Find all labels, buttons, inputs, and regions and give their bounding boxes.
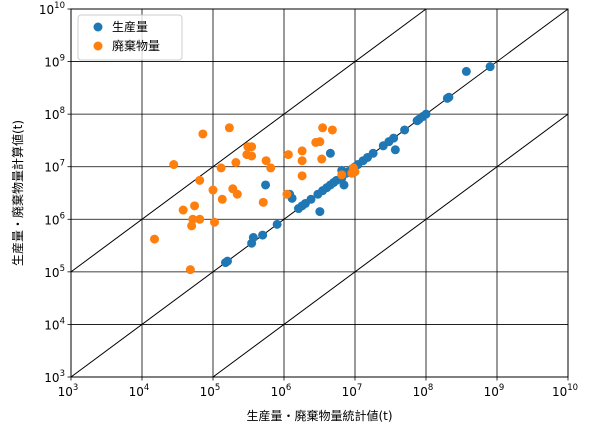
data-point xyxy=(185,265,195,275)
data-point xyxy=(315,207,325,217)
data-point xyxy=(216,163,226,173)
reference-line xyxy=(212,113,569,378)
y-axis-label: 生産量・廃棄物量計算値(t) xyxy=(10,120,25,266)
data-point xyxy=(325,148,335,158)
data-point xyxy=(258,197,268,207)
data-point xyxy=(248,233,258,243)
y-tick-label: 1010 xyxy=(39,1,65,17)
x-tick-label: 1010 xyxy=(552,383,578,399)
data-points xyxy=(150,62,495,275)
data-point xyxy=(169,160,179,170)
data-point xyxy=(231,158,241,168)
data-point xyxy=(210,217,220,227)
x-tick-label: 106 xyxy=(271,383,292,399)
data-point xyxy=(485,62,495,72)
data-point xyxy=(339,180,349,190)
axis-ticks: 103 104 105 106 107 108 109 1010 103 104 105 106 107… xyxy=(39,1,578,399)
legend-marker-waste xyxy=(93,41,103,51)
y-tick-label: 104 xyxy=(44,316,65,332)
reference-line xyxy=(70,8,427,273)
x-tick-label: 107 xyxy=(342,383,363,399)
x-tick-label: 109 xyxy=(484,383,505,399)
data-point xyxy=(224,123,234,133)
legend-label-production: 生産量 xyxy=(112,19,148,34)
data-point xyxy=(297,156,307,166)
grid xyxy=(70,8,569,378)
legend-label-waste: 廃棄物量 xyxy=(112,38,160,53)
data-point xyxy=(297,146,307,156)
data-point xyxy=(222,256,232,266)
data-point xyxy=(217,194,227,204)
data-point xyxy=(368,148,378,158)
legend-marker-production xyxy=(93,22,103,32)
data-point xyxy=(247,151,257,161)
y-tick-label: 103 xyxy=(44,369,65,385)
data-point xyxy=(247,142,257,152)
data-point xyxy=(208,185,218,195)
x-tick-label: 108 xyxy=(413,383,434,399)
x-axis-label: 生産量・廃棄物量統計値(t) xyxy=(246,408,392,423)
legend-box xyxy=(77,14,183,61)
data-point xyxy=(337,170,347,180)
data-point xyxy=(390,145,400,155)
y-tick-label: 105 xyxy=(44,264,65,280)
data-point xyxy=(261,156,271,166)
data-point xyxy=(317,154,327,164)
x-tick-label: 105 xyxy=(200,383,221,399)
data-point xyxy=(261,180,271,190)
data-point xyxy=(178,205,188,215)
data-point xyxy=(444,92,454,102)
data-point xyxy=(188,214,198,224)
data-point xyxy=(258,230,268,240)
legend: 生産量 廃棄物量 xyxy=(77,14,183,61)
data-point xyxy=(195,175,205,185)
data-point xyxy=(150,234,160,244)
y-tick-label: 106 xyxy=(44,211,65,227)
data-point xyxy=(421,109,431,119)
data-point xyxy=(318,123,328,133)
y-tick-label: 108 xyxy=(44,106,65,122)
data-point xyxy=(190,201,200,211)
data-point xyxy=(350,167,360,177)
data-point xyxy=(266,163,276,173)
data-point xyxy=(195,214,205,224)
data-point xyxy=(306,194,316,204)
data-point xyxy=(297,171,307,181)
data-point xyxy=(198,129,208,139)
data-point xyxy=(400,125,410,135)
data-point xyxy=(272,219,282,229)
y-tick-label: 107 xyxy=(44,159,65,175)
data-point xyxy=(232,189,242,199)
data-point xyxy=(315,137,325,147)
x-tick-label: 103 xyxy=(58,383,79,399)
data-point xyxy=(461,66,471,76)
plot-area-frame xyxy=(70,8,569,378)
y-tick-label: 109 xyxy=(44,54,65,70)
data-point xyxy=(327,125,337,135)
data-point xyxy=(389,133,399,143)
data-point xyxy=(282,189,292,199)
x-tick-label: 104 xyxy=(129,383,150,399)
series-waste xyxy=(150,123,360,275)
data-point xyxy=(283,150,293,160)
